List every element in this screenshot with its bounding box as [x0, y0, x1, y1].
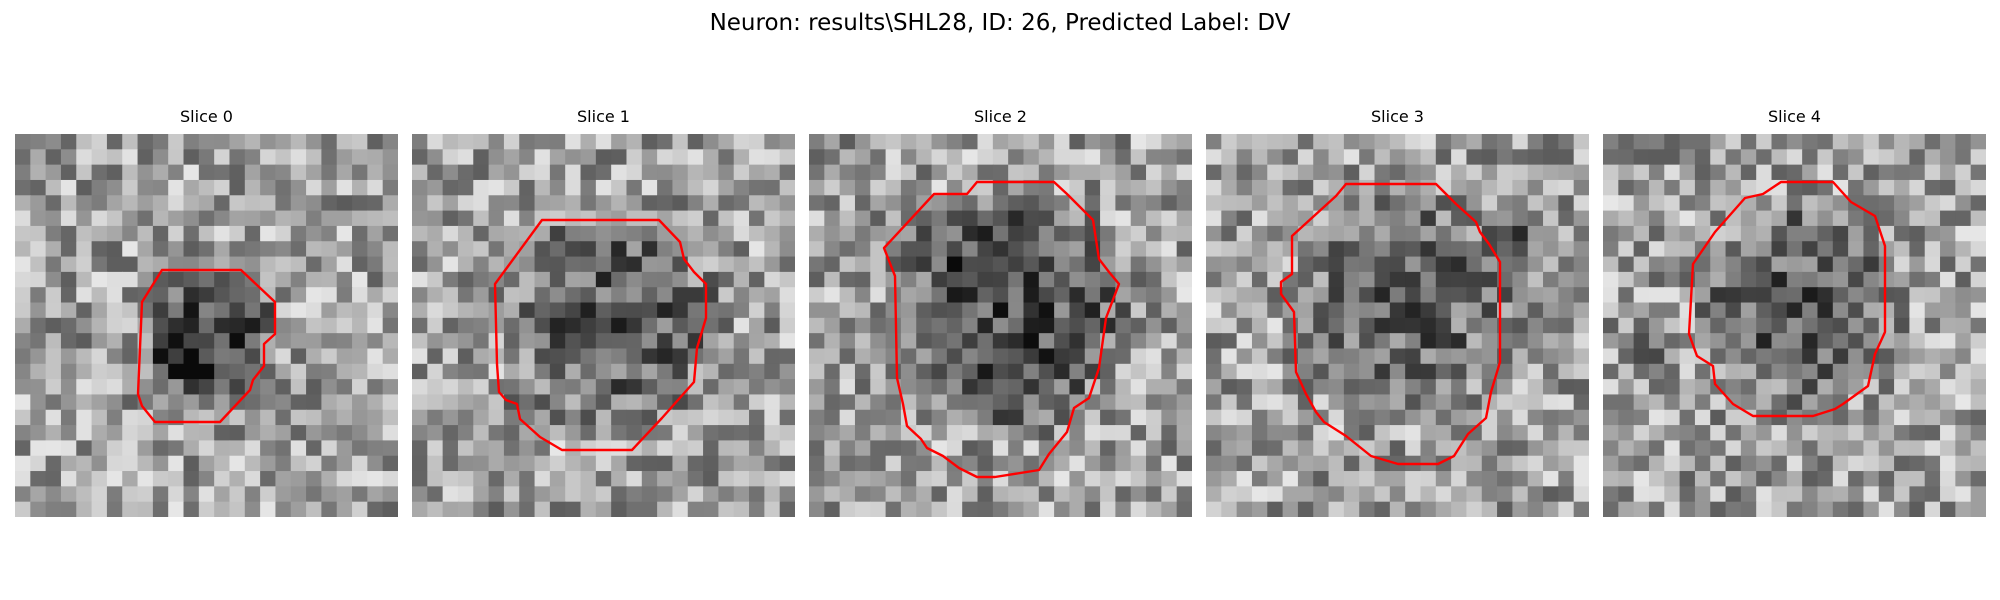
grayscale-pixel-grid [15, 134, 398, 517]
slice-panel-2: Slice 2 [809, 106, 1192, 516]
slice-title: Slice 3 [1206, 106, 1589, 128]
slice-image [1603, 134, 1986, 517]
slice-title: Slice 2 [809, 106, 1192, 128]
grayscale-pixel-grid [809, 134, 1192, 517]
grayscale-pixel-grid [1603, 134, 1986, 517]
slice-title: Slice 0 [15, 106, 398, 128]
slice-image [412, 134, 795, 517]
slice-panel-3: Slice 3 [1206, 106, 1589, 516]
slice-title: Slice 1 [412, 106, 795, 128]
figure-title: Neuron: results\SHL28, ID: 26, Predicted… [0, 6, 2000, 40]
slice-image [1206, 134, 1589, 517]
grayscale-pixel-grid [1206, 134, 1589, 517]
slice-panel-1: Slice 1 [412, 106, 795, 516]
slice-image [15, 134, 398, 517]
slice-image [809, 134, 1192, 517]
slice-panel-0: Slice 0 [15, 106, 398, 516]
slice-panel-4: Slice 4 [1603, 106, 1986, 516]
grayscale-pixel-grid [412, 134, 795, 517]
slice-title: Slice 4 [1603, 106, 1986, 128]
